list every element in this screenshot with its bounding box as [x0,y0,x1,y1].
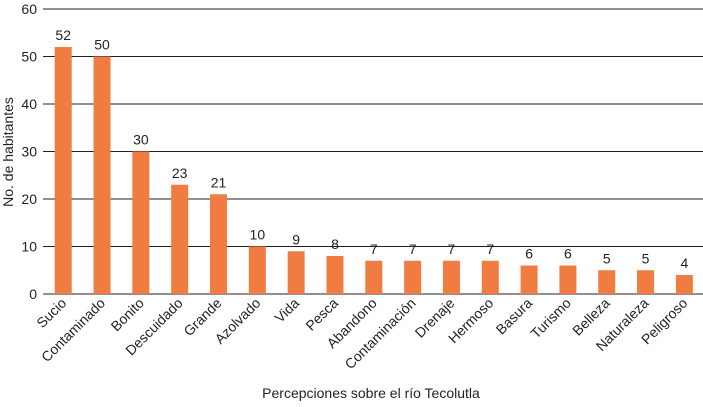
bar [442,260,460,294]
y-tick-label: 30 [21,144,37,160]
data-label: 7 [370,241,378,257]
bar [637,270,655,294]
y-tick-label: 20 [21,191,37,207]
y-tick-label: 10 [21,239,37,255]
bar [520,265,538,294]
bar [171,184,189,294]
data-label: 8 [331,236,339,252]
x-tick-label: Sucio [33,295,69,331]
data-label: 52 [55,27,71,43]
bar [210,194,228,294]
bar [287,251,305,294]
bar [326,256,344,294]
data-label: 7 [409,241,417,257]
bars [54,47,693,294]
y-tick-label: 50 [21,49,37,65]
bar [404,260,422,294]
bar [248,246,266,294]
x-tick-label: Turismo [527,295,574,342]
bar [132,151,150,294]
bar [598,270,616,294]
y-tick-labels: 0 10 20 30 40 50 60 [21,1,37,302]
bar [365,260,383,294]
y-tick-label: 60 [21,1,37,17]
data-label: 50 [94,37,110,53]
data-label: 9 [292,231,300,247]
bar [93,56,111,294]
bar [675,275,693,294]
data-label: 23 [172,165,188,181]
y-axis-title: No. de habitantes [0,97,16,207]
bar [54,47,72,294]
data-label: 6 [525,246,533,262]
data-label: 10 [250,227,266,243]
data-labels: 52 50 30 23 21 10 9 8 7 7 7 7 6 6 5 5 4 [55,27,688,271]
data-label: 7 [448,241,456,257]
x-tick-label: Contaminación [341,295,418,372]
data-label: 30 [133,132,149,148]
y-tick-label: 0 [29,286,37,302]
bar [481,260,499,294]
bar [559,265,577,294]
data-label: 5 [642,250,650,266]
gridlines [43,8,703,295]
data-label: 21 [211,174,227,190]
data-label: 4 [680,255,688,271]
data-label: 6 [564,246,572,262]
data-label: 5 [603,250,611,266]
y-tick-label: 40 [21,96,37,112]
x-tick-label: Vida [271,295,302,326]
x-axis-title: Percepciones sobre el río Tecolutla [262,385,480,401]
data-label: 7 [486,241,494,257]
